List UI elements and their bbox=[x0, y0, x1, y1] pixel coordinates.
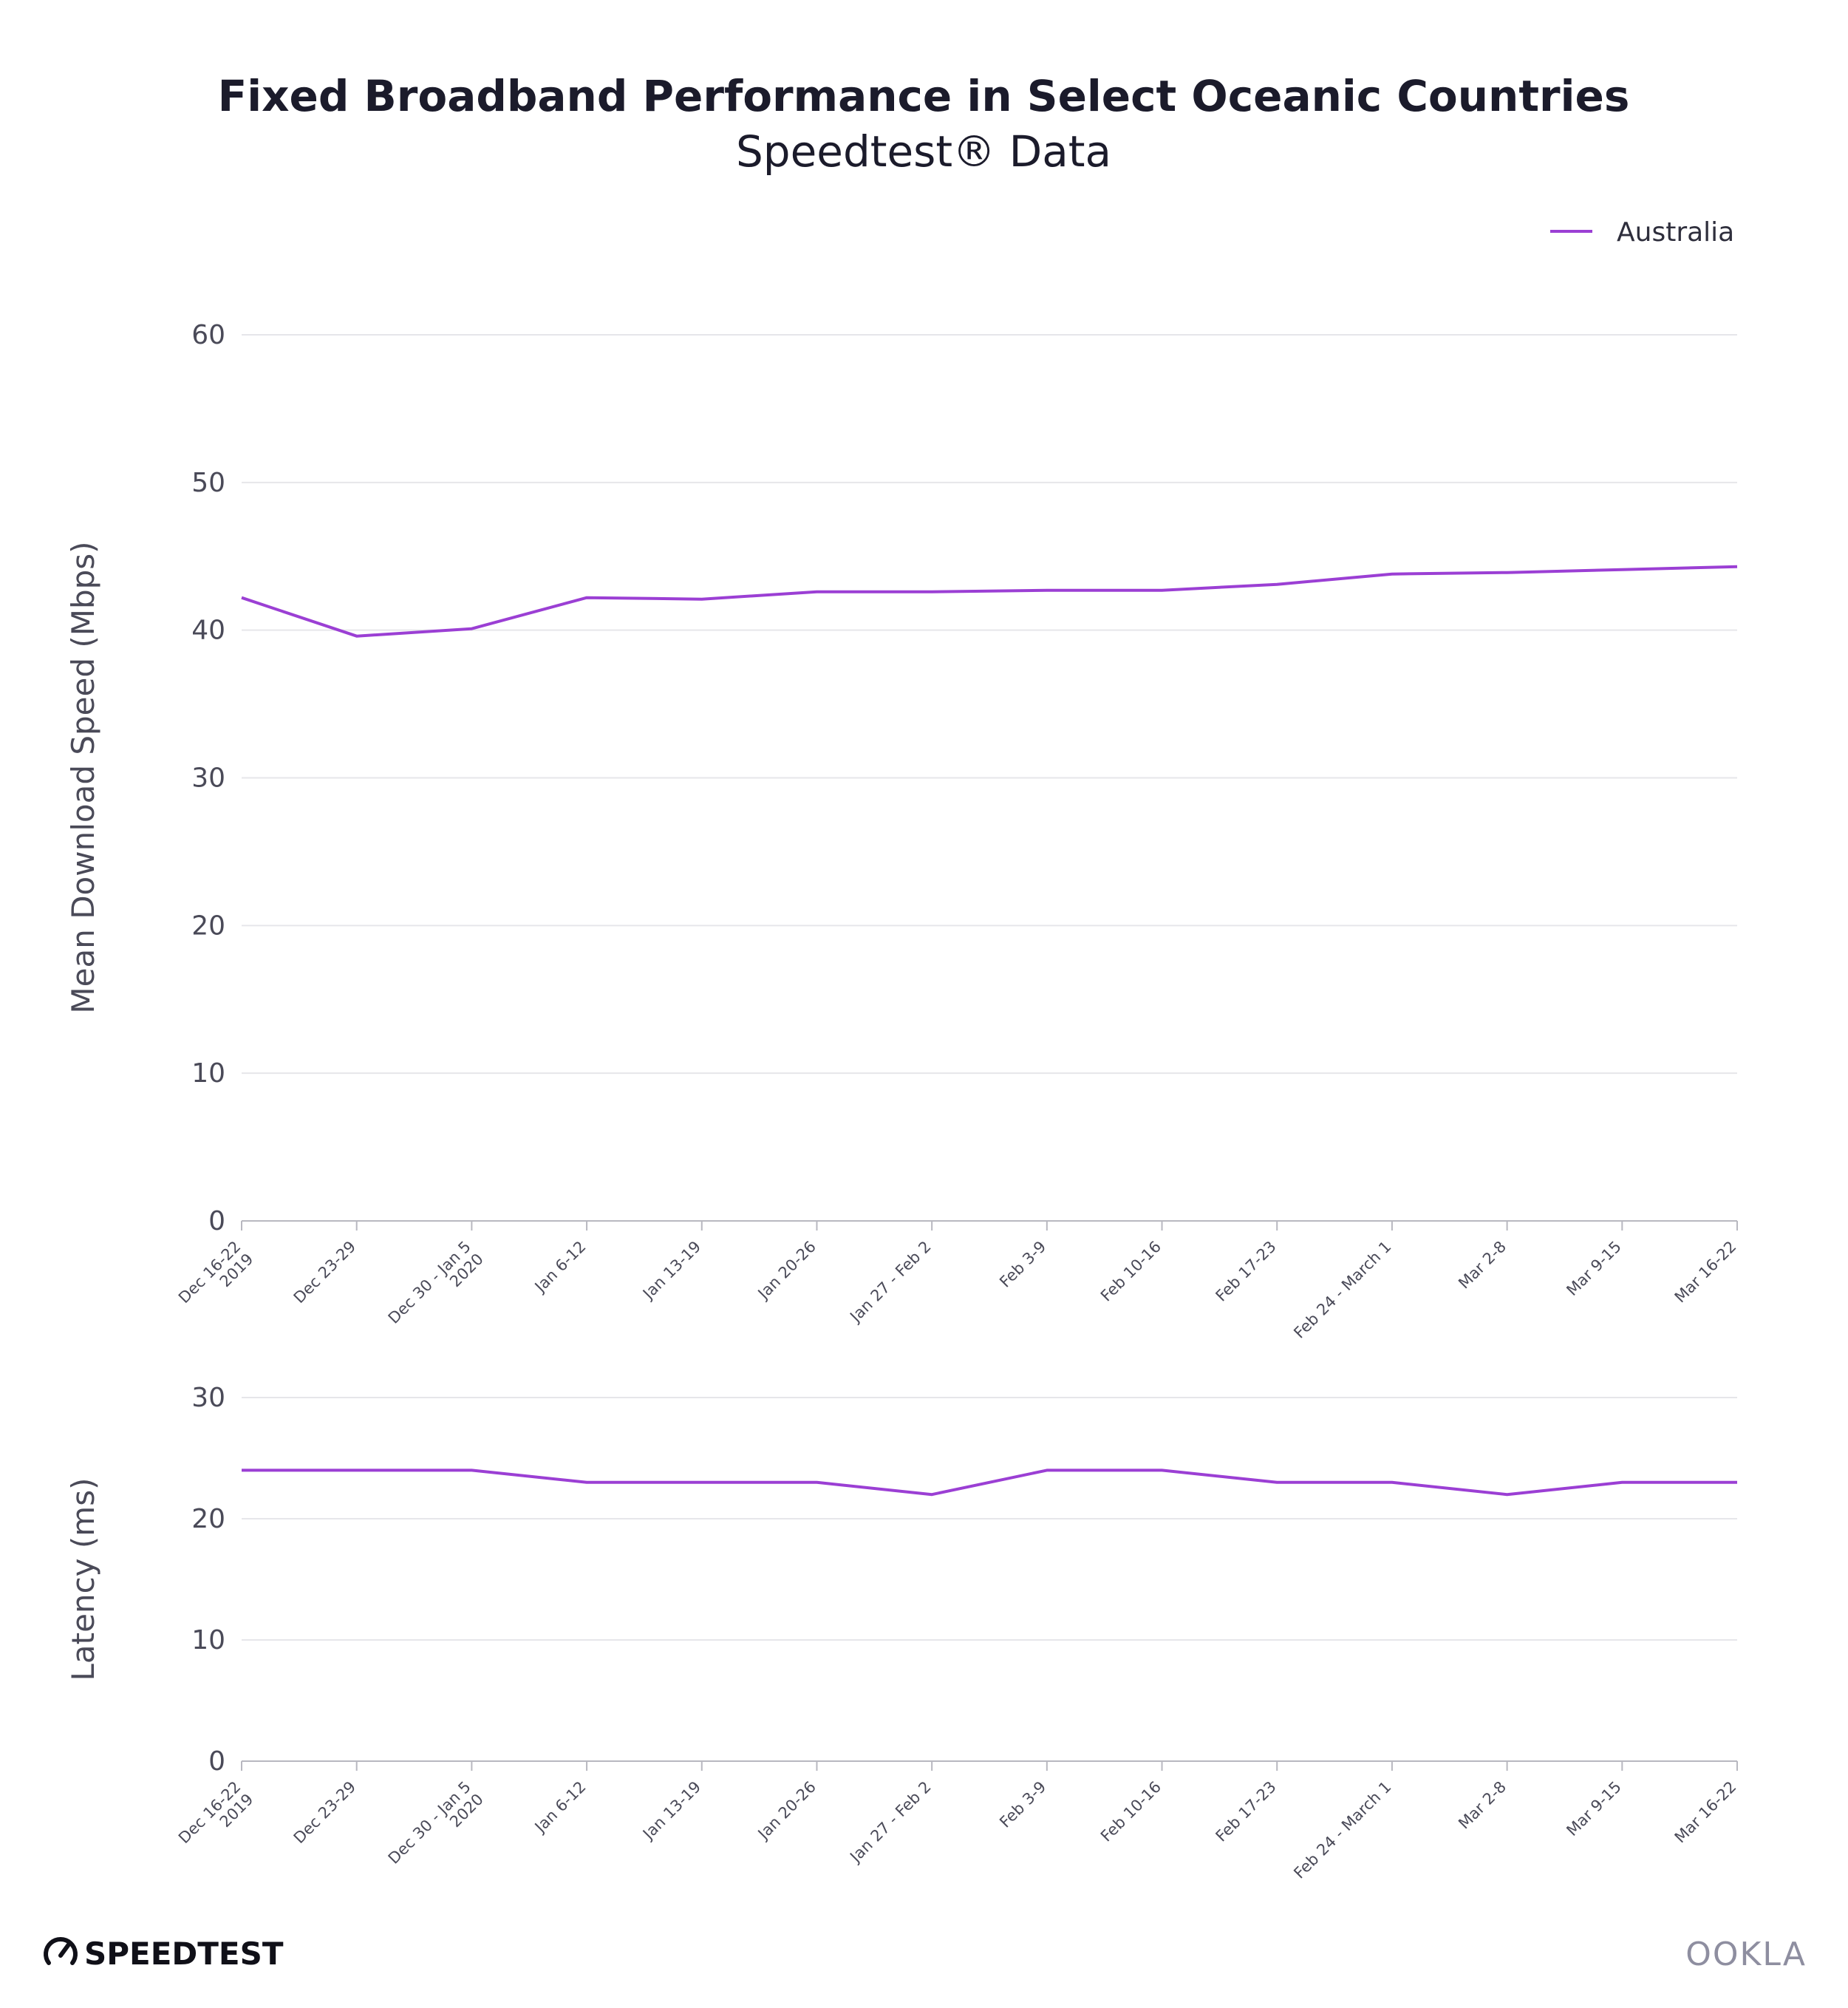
x-tick-label: Mar 16-22 bbox=[1671, 1238, 1740, 1307]
y-tick-label: 0 bbox=[208, 1746, 225, 1777]
chart-subtitle: Speedtest® Data bbox=[736, 126, 1111, 177]
x-tick-label: Feb 3-9 bbox=[996, 1778, 1049, 1831]
x-tick-label-line: Feb 10-16 bbox=[1097, 1778, 1165, 1845]
x-tick-label: Feb 3-9 bbox=[996, 1238, 1049, 1291]
x-tick-label: Jan 27 - Feb 2 bbox=[846, 1238, 935, 1327]
x-tick-label-line: Jan 13-19 bbox=[638, 1238, 704, 1304]
x-tick-label-line: Feb 10-16 bbox=[1097, 1238, 1165, 1305]
speedtest-wordmark: SPEEDTEST bbox=[84, 1936, 284, 1972]
download-speed-panel: 0 10 20 30 40 50 60 Dec 16-222019 Dec 23-29 Dec 3… bbox=[65, 320, 1740, 1342]
x-tick-label: Jan 6-12 bbox=[531, 1238, 590, 1297]
y-tick-label: 50 bbox=[191, 468, 225, 498]
y-tick-label: 20 bbox=[191, 1504, 225, 1534]
y-tick-label: 10 bbox=[191, 1058, 225, 1089]
y-tick-label: 20 bbox=[191, 911, 225, 941]
x-tick-label-line: Mar 9-15 bbox=[1563, 1238, 1624, 1299]
x-tick-label-line: Mar 9-15 bbox=[1563, 1778, 1624, 1839]
y-tick-label: 60 bbox=[191, 320, 225, 350]
x-tick-label-line: Dec 23-29 bbox=[290, 1778, 360, 1848]
x-tick-label: Dec 23-29 bbox=[290, 1238, 360, 1307]
x-tick-label: Dec 30 - Jan 52020 bbox=[385, 1778, 487, 1880]
legend: Australia bbox=[1550, 217, 1734, 248]
x-tick-label-line: Mar 2-8 bbox=[1455, 1238, 1510, 1293]
x-tick-label: Mar 16-22 bbox=[1671, 1778, 1740, 1847]
x-tick-label-line: Feb 24 - March 1 bbox=[1290, 1778, 1394, 1882]
legend-label-australia: Australia bbox=[1617, 217, 1734, 248]
x-tick-label-line: Dec 23-29 bbox=[290, 1238, 360, 1307]
x-tick-label: Jan 6-12 bbox=[531, 1778, 590, 1837]
x-tick-label-line: Feb 24 - March 1 bbox=[1290, 1238, 1394, 1342]
x-tick-label-line: Jan 20-26 bbox=[754, 1238, 819, 1304]
x-tick-label-line: Jan 13-19 bbox=[638, 1778, 704, 1844]
x-tick-label: Jan 13-19 bbox=[638, 1238, 704, 1304]
x-tick-label: Feb 10-16 bbox=[1097, 1238, 1165, 1305]
x-tick-label: Dec 16-222019 bbox=[175, 1238, 257, 1320]
x-tick-label-line: Jan 20-26 bbox=[754, 1778, 819, 1844]
x-tick-label-line: Mar 16-22 bbox=[1671, 1778, 1740, 1847]
y-tick-label: 40 bbox=[191, 616, 225, 646]
x-tick-label-line: Jan 27 - Feb 2 bbox=[846, 1238, 935, 1327]
y-tick-label: 0 bbox=[208, 1206, 225, 1236]
x-tick-label: Jan 20-26 bbox=[754, 1778, 819, 1844]
x-tick-label: Dec 16-222019 bbox=[175, 1778, 257, 1860]
x-tick-label: Feb 24 - March 1 bbox=[1290, 1778, 1394, 1882]
speedometer-icon bbox=[44, 1937, 78, 1965]
speedtest-logo: SPEEDTEST bbox=[44, 1936, 284, 1972]
x-tick-label-line: Feb 17-23 bbox=[1213, 1238, 1280, 1305]
x-tick-label: Mar 2-8 bbox=[1455, 1238, 1510, 1293]
latency-panel: 0 10 20 30 Dec 16-222019 Dec 23-29 Dec 30 - Ja… bbox=[65, 1383, 1740, 1882]
x-tick-label: Jan 13-19 bbox=[638, 1778, 704, 1844]
y-tick-label: 10 bbox=[191, 1625, 225, 1655]
x-tick-label-line: Mar 2-8 bbox=[1455, 1778, 1510, 1833]
x-tick-label: Mar 2-8 bbox=[1455, 1778, 1510, 1833]
x-tick-label: Jan 27 - Feb 2 bbox=[846, 1778, 935, 1867]
x-tick-label: Dec 30 - Jan 52020 bbox=[385, 1238, 487, 1340]
y-axis-label: Latency (ms) bbox=[65, 1478, 101, 1681]
x-tick-label: Mar 9-15 bbox=[1563, 1238, 1624, 1299]
x-tick-label-line: Feb 3-9 bbox=[996, 1238, 1049, 1291]
series-line-australia bbox=[242, 1468, 1737, 1497]
y-tick-label: 30 bbox=[191, 763, 225, 794]
x-tick-label: Feb 17-23 bbox=[1213, 1778, 1280, 1845]
y-tick-label: 30 bbox=[191, 1383, 225, 1413]
y-axis-label: Mean Download Speed (Mbps) bbox=[65, 541, 101, 1013]
x-tick-label-line: Mar 16-22 bbox=[1671, 1238, 1740, 1307]
series-line-australia bbox=[241, 565, 1738, 638]
x-tick-label-line: Jan 6-12 bbox=[531, 1778, 590, 1837]
x-tick-label-line: Feb 17-23 bbox=[1213, 1778, 1280, 1845]
x-tick-label: Jan 20-26 bbox=[754, 1238, 819, 1304]
x-tick-label-line: Feb 3-9 bbox=[996, 1778, 1049, 1831]
x-tick-label: Mar 9-15 bbox=[1563, 1778, 1624, 1839]
chart-title: Fixed Broadband Performance in Select Oc… bbox=[218, 71, 1630, 121]
x-tick-label: Feb 17-23 bbox=[1213, 1238, 1280, 1305]
x-tick-label: Feb 24 - March 1 bbox=[1290, 1238, 1394, 1342]
x-tick-label-line: Jan 27 - Feb 2 bbox=[846, 1778, 935, 1867]
x-tick-label: Feb 10-16 bbox=[1097, 1778, 1165, 1845]
x-tick-label: Dec 23-29 bbox=[290, 1778, 360, 1848]
ookla-logo: OOKLA bbox=[1685, 1936, 1807, 1973]
x-tick-label-line: Jan 6-12 bbox=[531, 1238, 590, 1297]
